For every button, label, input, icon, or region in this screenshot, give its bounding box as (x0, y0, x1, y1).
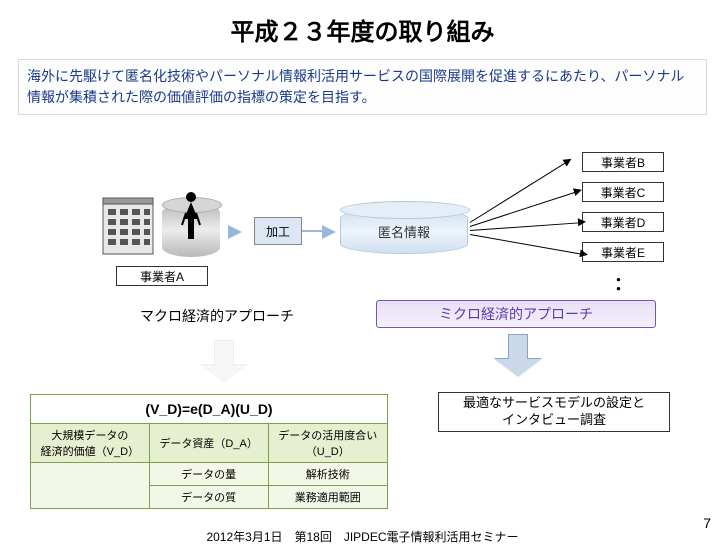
fan-line (470, 222, 582, 231)
page-title: 平成２３年度の取り組み (0, 0, 725, 47)
fan-line (470, 234, 584, 255)
table-cell: 解析技術 (268, 463, 387, 486)
operator-b-box: 事業者B (582, 152, 664, 172)
result-text: 最適なサービスモデルの設定と インタビュー調査 (463, 395, 645, 429)
fan-line (470, 161, 569, 223)
formula-table: (V_D)=e(D_A)(U_D) 大規模データの 経済的価値（V_D） データ… (30, 394, 388, 509)
down-arrow-macro-icon (200, 340, 248, 384)
table-cell: 業務適用範囲 (268, 486, 387, 509)
operator-e-box: 事業者E (582, 242, 664, 262)
subtitle-text: 海外に先駆けて匿名化技術やパーソナル情報利活用サービスの国際展開を促進するにあた… (18, 59, 707, 115)
building-icon (102, 197, 154, 255)
table-cell (31, 463, 150, 509)
anon-info-label: 匿名情報 (378, 222, 430, 241)
operator-a-label: 事業者A (116, 266, 208, 286)
formula-cell: (V_D)=e(D_A)(U_D) (31, 395, 388, 424)
page-number: 7 (703, 515, 711, 531)
micro-approach-box: ミクロ経済的アプローチ (376, 300, 656, 328)
person-on-cylinder-icon (162, 197, 220, 257)
process-box: 加工 (254, 217, 302, 245)
micro-approach-label: ミクロ経済的アプローチ (439, 304, 593, 324)
result-box: 最適なサービスモデルの設定と インタビュー調査 (438, 392, 670, 432)
footer-text: 2012年3月1日 第18回 JIPDEC電子情報利活用セミナー (0, 528, 725, 545)
operator-c-box: 事業者C (582, 182, 664, 202)
arrow-icon (228, 225, 242, 239)
table-header: データの活用度合い （U_D） (268, 424, 387, 463)
fan-line (470, 191, 579, 227)
anon-info-cylinder: 匿名情報 (340, 208, 468, 254)
table-header: 大規模データの 経済的価値（V_D） (31, 424, 150, 463)
main-diagram: 事業者A 加工 匿名情報 事業者B 事業者C 事業者D 事業者E ： マクロ経済… (0, 142, 725, 382)
arrowhead-icon (577, 218, 586, 227)
down-arrow-micro-icon (494, 334, 542, 378)
table-cell: データの量 (149, 463, 268, 486)
arrow-icon (322, 225, 336, 239)
connector-line (302, 230, 324, 232)
macro-approach-label: マクロ経済的アプローチ (140, 306, 294, 326)
ellipsis-dots: ： (614, 270, 632, 296)
operator-d-box: 事業者D (582, 212, 664, 232)
table-cell: データの質 (149, 486, 268, 509)
arrowhead-icon (563, 155, 574, 166)
table-header: データ資産（D_A） (149, 424, 268, 463)
